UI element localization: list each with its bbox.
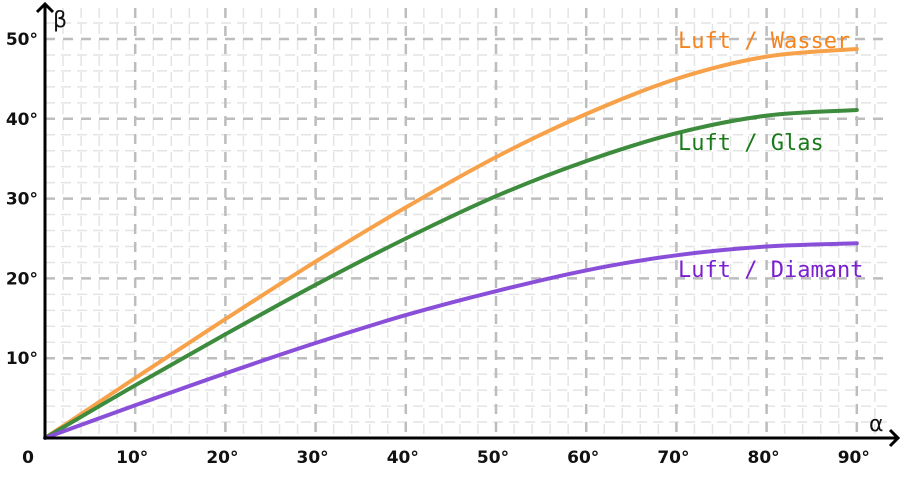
x-tick-label: 90° [838,448,870,468]
y-axis-arrow-icon [35,1,55,14]
x-tick-label: 70° [657,448,689,468]
x-axis-label: α [869,412,884,437]
x-tick-label: 0 [22,448,34,468]
series-label: Luft / Glas [678,131,824,156]
series-line-0 [43,47,859,440]
series-line-2 [43,241,859,440]
y-tick-label: 20° [6,269,38,289]
x-tick-labels: 0 10° 20° 30° 40° 50° 60° 70° 80° 90° [22,448,870,468]
y-axis-label: β [53,8,67,33]
y-tick-label: 10° [6,349,38,369]
y-tick-label: 50° [6,30,38,50]
x-tick-label: 60° [567,448,599,468]
series-label: Luft / Diamant [678,258,863,283]
x-tick-label: 20° [206,448,238,468]
x-tick-label: 40° [387,448,419,468]
series-labels: Luft / Wasser Luft / Glas Luft / Diamant [678,29,863,283]
series-line-1 [43,108,859,440]
y-tick-labels: 10° 20° 30° 40° 50° [6,30,38,369]
y-tick-label: 40° [6,110,38,130]
series-curves [43,47,859,440]
series-label: Luft / Wasser [678,29,850,54]
axes: α β [35,1,901,448]
minor-grid [45,8,890,438]
x-tick-label: 10° [116,448,148,468]
x-tick-label: 30° [297,448,329,468]
y-tick-label: 30° [6,190,38,210]
x-tick-label: 80° [748,448,780,468]
x-tick-label: 50° [477,448,509,468]
x-axis-arrow-icon [888,428,901,448]
